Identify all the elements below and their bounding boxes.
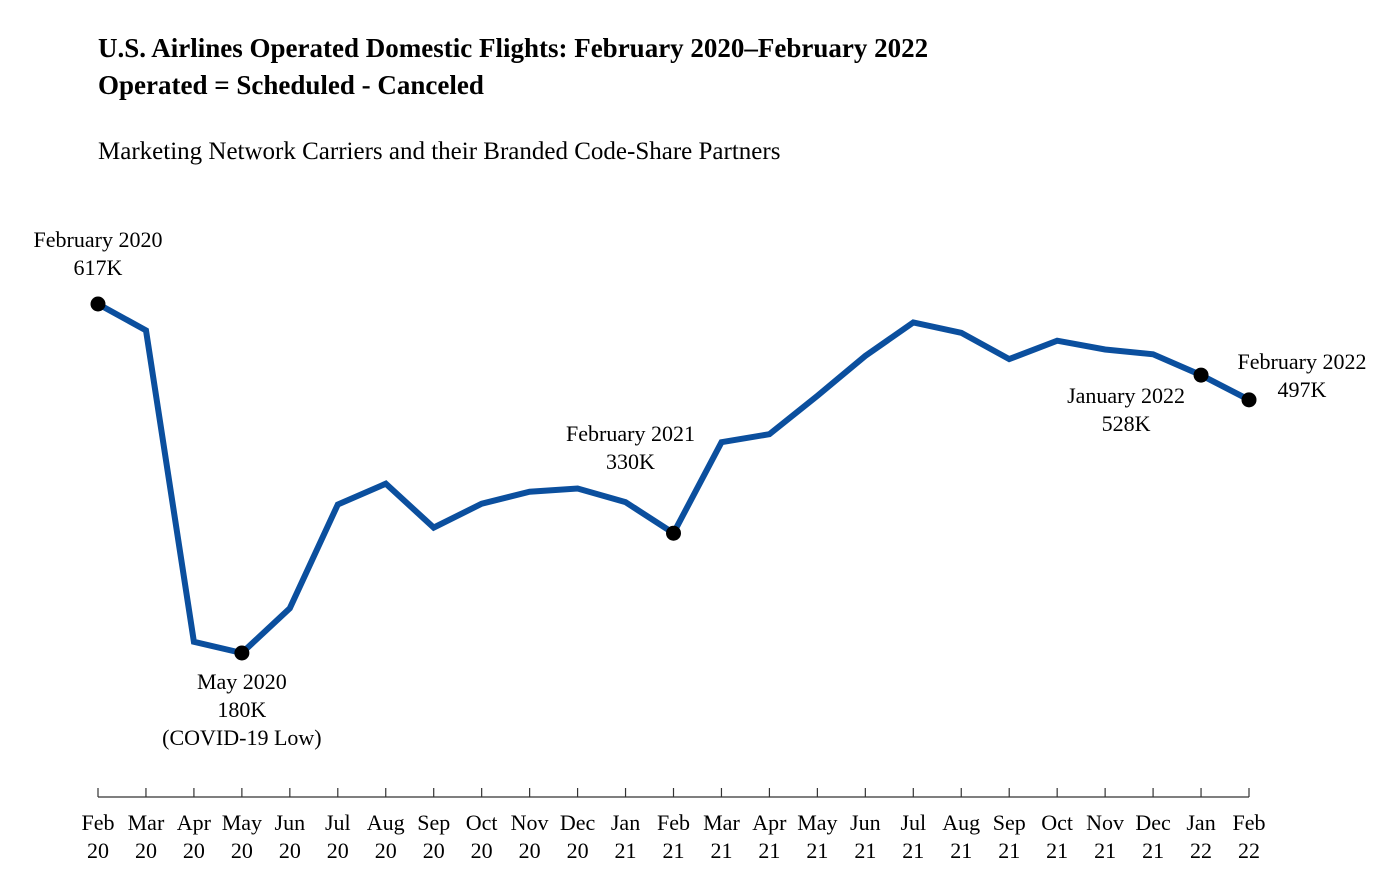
x-tick-label: Jun 21 xyxy=(850,810,881,863)
series-layer xyxy=(96,301,1251,657)
data-point-marker xyxy=(1241,392,1257,408)
data-point-marker xyxy=(234,645,250,661)
chart-title: U.S. Airlines Operated Domestic Flights:… xyxy=(98,30,928,104)
x-tick-label: Feb 20 xyxy=(82,810,115,863)
x-tick-label: Feb 22 xyxy=(1233,810,1266,863)
x-tick-label: Dec 20 xyxy=(560,810,596,863)
annotations-layer: February 2020 617K May 2020 180K (COVID-19 L… xyxy=(34,227,1367,750)
x-tick-label: Oct 21 xyxy=(1041,810,1073,863)
chart-title-line-2: Operated = Scheduled - Canceled xyxy=(98,70,484,100)
x-tick-label: Mar 21 xyxy=(703,810,740,863)
x-tick-label: Nov 20 xyxy=(511,810,549,863)
x-tick-label: Jun 20 xyxy=(275,810,306,863)
x-axis: Feb 20 Mar 20 Apr 20 May 20 Jun 20 Jul 20 Aug 20 Sep 20… xyxy=(82,788,1266,863)
data-point-marker xyxy=(90,296,106,312)
x-tick-label: Sep 21 xyxy=(993,810,1026,863)
x-tick-label: Jan 22 xyxy=(1186,810,1215,863)
x-tick-label: Jan 21 xyxy=(611,810,640,863)
x-tick-label: Jul 21 xyxy=(900,810,926,863)
x-tick-label: Nov 21 xyxy=(1086,810,1124,863)
data-label: January 2022 528K xyxy=(1067,383,1185,436)
x-tick-label: Oct 20 xyxy=(466,810,498,863)
x-tick-label: Feb 21 xyxy=(657,810,690,863)
data-label: February 2021 330K xyxy=(566,421,695,474)
x-tick-label: Mar 20 xyxy=(128,810,165,863)
x-tick-label: Sep 20 xyxy=(417,810,450,863)
x-tick-label: Aug 20 xyxy=(367,810,405,863)
data-point-marker xyxy=(666,525,681,541)
x-tick-label: Apr 20 xyxy=(177,810,212,863)
series-line xyxy=(96,301,1251,657)
x-tick-label: Aug 21 xyxy=(942,810,980,863)
markers-layer xyxy=(90,296,1257,661)
data-label: February 2022 497K xyxy=(1238,349,1367,402)
data-label: February 2020 617K xyxy=(34,227,163,280)
chart-title-line-1: U.S. Airlines Operated Domestic Flights:… xyxy=(98,33,929,63)
x-tick-label: Dec 21 xyxy=(1135,810,1171,863)
x-tick-label: Jul 20 xyxy=(325,810,351,863)
data-point-marker xyxy=(1193,367,1209,383)
x-tick-label: May 21 xyxy=(797,810,837,863)
chart-subtitle: Marketing Network Carriers and their Bra… xyxy=(98,138,781,165)
data-label: May 2020 180K (COVID-19 Low) xyxy=(162,669,321,750)
x-tick-label: May 20 xyxy=(222,810,262,863)
x-tick-label: Apr 21 xyxy=(752,810,787,863)
